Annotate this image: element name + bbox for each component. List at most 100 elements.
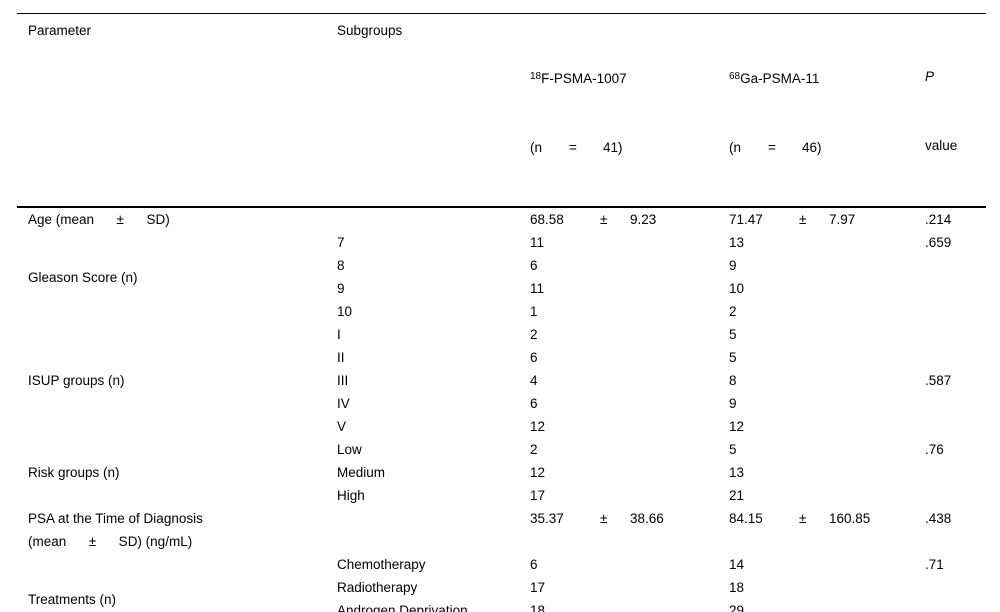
param-cell-age: Age (mean ± SD) (28, 212, 170, 227)
count-value: 13 (729, 465, 745, 480)
pvalue-cell (925, 415, 986, 438)
pvalue-cell (925, 576, 986, 599)
pvalue-cell (925, 277, 986, 300)
ga68-value-cell: 84.15 ±160.85 (727, 507, 925, 553)
count-value: 9 (729, 258, 737, 273)
sample-size-ga68: (n = 46) (729, 136, 925, 159)
subgroup-cell: III (337, 373, 349, 388)
ga68-value-cell: 8 (727, 369, 925, 392)
mean-value: 68.58 (530, 212, 564, 227)
pvalue-cell (925, 346, 986, 369)
pvalue-cell (925, 254, 986, 277)
count-value: 12 (530, 419, 546, 434)
tracer-name-ga68: 68Ga-PSMA-11 (729, 65, 925, 90)
f18-value-cell: 6 (528, 346, 727, 369)
table-row-treatment-radio: Radiotherapy 17 18 (17, 576, 986, 599)
f18-value-cell: 12 (528, 461, 727, 484)
pvalue-cell (925, 300, 986, 323)
count-value: 6 (530, 557, 538, 572)
table-row-treatment-adt: Androgen Deprivation Therapy 18 29 (17, 599, 986, 612)
sample-size-f18: (n = 41) (530, 136, 727, 159)
count-value: 29 (729, 603, 745, 612)
subgroup-cell: Low (337, 442, 362, 457)
count-value: 5 (729, 442, 737, 457)
isotope-superscript: 18 (530, 71, 542, 82)
sd-value: 9.23 (630, 212, 657, 227)
plus-minus: ± (600, 212, 608, 227)
table-row-isup-4: IV 6 9 (17, 392, 986, 415)
table-row-gleason-7: Gleason Score (n) 7 11 13 .659 (17, 231, 986, 285)
table-row-gleason-8: 8 6 9 (17, 254, 986, 277)
baseline-characteristics-table: Parameter Subgroups 18F-PSMA-1007 (n = 41)… (17, 13, 986, 612)
ga68-value-cell: 2 (727, 300, 925, 323)
subgroup-cell: I (337, 327, 341, 342)
pvalue-cell: .71 (925, 557, 944, 572)
subgroup-cell: High (337, 488, 365, 503)
param-cell-treatments: Treatments (n) (28, 591, 117, 607)
param-cell-isup: ISUP groups (n) (28, 373, 125, 388)
f18-value-cell: 6 (528, 392, 727, 415)
sd-value: 7.97 (829, 212, 856, 227)
tracer-label: Ga-PSMA-11 (740, 71, 820, 86)
table-row-age: Age (mean ± SD) 68.58 ±9.23 71.47 ±7.97 .2… (17, 207, 986, 231)
pvalue-cell: .214 (925, 212, 952, 227)
pvalue-cell (925, 461, 986, 484)
ga68-value-cell: 5 (727, 323, 925, 346)
f18-value-cell: 11 (528, 277, 727, 300)
plus-minus: ± (799, 212, 807, 227)
ga68-value-cell: 9 (727, 392, 925, 415)
header-row: Parameter Subgroups 18F-PSMA-1007 (n = 41)… (17, 13, 986, 208)
subgroup-cell: II (337, 350, 345, 365)
count-value: 1 (530, 304, 538, 319)
pvalue-cell (925, 323, 986, 346)
plus-minus: ± (600, 511, 608, 526)
count-value: 5 (729, 350, 737, 365)
value-label: value (925, 138, 958, 153)
ga68-value-cell: 13 (727, 231, 925, 254)
count-value: 18 (530, 603, 546, 612)
tracer-label: F-PSMA-1007 (541, 71, 627, 86)
ga68-value-cell: 9 (727, 254, 925, 277)
count-value: 14 (729, 557, 745, 572)
param-cell-psa-diagnosis: PSA at the Time of Diagnosis (mean ± SD)… (28, 511, 203, 549)
col-header-parameter: Parameter (17, 13, 337, 208)
pvalue-cell (925, 392, 986, 415)
subgroup-cell: IV (337, 396, 350, 411)
mean-value: 84.15 (729, 511, 763, 526)
f18-value-cell: 18 (528, 599, 727, 612)
sd-value: 38.66 (630, 511, 664, 526)
n-equals: = (768, 140, 776, 155)
count-value: 6 (530, 396, 538, 411)
table-row-psa-diagnosis: PSA at the Time of Diagnosis (mean ± SD)… (17, 507, 986, 553)
plus-minus: ± (799, 511, 807, 526)
col-header-p-value: P value (925, 13, 986, 208)
count-value: 2 (729, 304, 737, 319)
ga68-value-cell: 13 (727, 461, 925, 484)
subgroup-cell: 9 (337, 281, 345, 296)
f18-value-cell: 1 (528, 300, 727, 323)
isotope-superscript: 68 (729, 71, 741, 82)
ga68-value-cell: 5 (727, 346, 925, 369)
mean-value: 71.47 (729, 212, 763, 227)
f18-value-cell: 17 (528, 484, 727, 507)
subgroup-cell (337, 507, 528, 553)
count-value: 11 (530, 281, 545, 296)
ga68-value-cell: 12 (727, 415, 925, 438)
subgroup-cell: 7 (337, 235, 345, 250)
f18-value-cell: 12 (528, 415, 727, 438)
count-value: 2 (530, 327, 538, 342)
ga68-value-cell: 5 (727, 438, 925, 461)
count-value: 21 (729, 488, 745, 503)
pvalue-cell: .76 (925, 442, 944, 457)
col-header-subgroups: Subgroups (337, 13, 528, 208)
f18-value-cell: 2 (528, 438, 727, 461)
f18-value-cell: 6 (528, 553, 727, 576)
count-value: 18 (729, 580, 745, 595)
count-value: 2 (530, 442, 538, 457)
f18-value-cell: 2 (528, 323, 727, 346)
pvalue-cell (925, 599, 986, 612)
pvalue-cell: .587 (925, 373, 952, 388)
mean-value: 35.37 (530, 511, 564, 526)
ga68-value-cell: 14 (727, 553, 925, 576)
